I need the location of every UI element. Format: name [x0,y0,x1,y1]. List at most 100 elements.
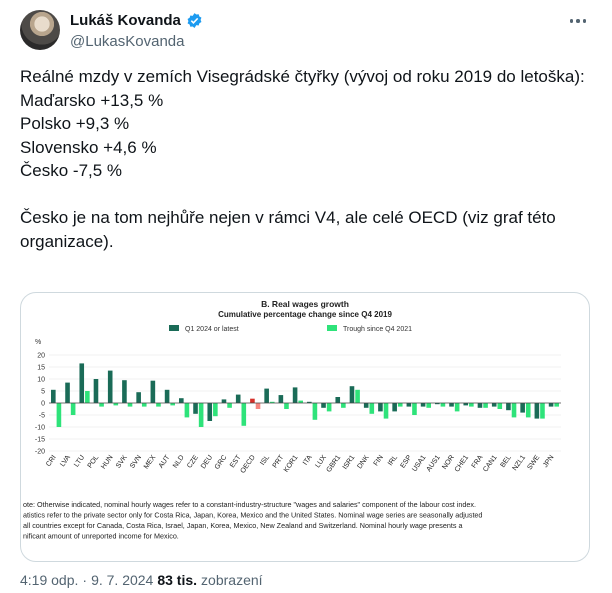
chart-note-line: nificant amount of unreported income for… [23,532,179,541]
chart-note-line: all countries except for Canada, Costa R… [23,521,462,530]
bar-oecd-trough [255,403,261,409]
x-tick-label: AUS1 [426,454,442,473]
x-tick-label: ESP [400,454,414,470]
bar-bel-trough [511,403,517,418]
x-tick-label: CZE [186,454,200,470]
bar-svn-latest [136,392,141,403]
tweet-line: Reálné mzdy v zemích Visegrádské čtyřky … [20,67,585,86]
tweet-date[interactable]: 9. 7. 2024 [91,572,154,588]
y-tick-label: -20 [35,449,45,456]
bar-pol-latest [93,379,99,403]
bar-isr1-latest [349,386,355,403]
bar-svk-trough [127,403,133,407]
bar-mex-trough [156,403,161,407]
author-handle[interactable]: @LukasKovanda [70,33,185,50]
x-tick-label: ITA [302,454,314,467]
bar-che1-trough [469,403,474,407]
tweet-line [20,183,595,207]
bar-fra-trough [483,403,488,408]
legend-swatch [327,325,337,331]
bar-gbr1-latest [335,397,341,403]
bar-aut-latest [164,389,170,403]
bar-isl-trough [269,401,275,403]
y-tick-label: 20 [37,353,45,360]
x-tick-label: SVK [115,454,129,470]
tweet-line: Maďarsko +13,5 % [20,90,164,110]
x-tick-label: MEX [143,454,158,471]
bar-aut-trough [170,403,175,406]
y-axis-label: % [35,339,41,346]
x-tick-label: AUT [158,454,172,470]
bar-deu-trough [213,403,218,417]
bar-lux-trough [326,403,332,412]
bar-ita-trough [312,403,318,420]
x-tick-label: DEU [200,454,214,470]
avatar[interactable] [20,10,60,50]
bar-svn-trough [141,403,147,407]
author-name[interactable]: Lukáš Kovanda [70,12,181,29]
bar-mex-latest [150,380,156,403]
bar-aus1-trough [440,403,446,407]
bar-swe-latest [534,403,540,419]
bar-grc-trough [227,403,232,408]
y-tick-label: 10 [37,377,45,384]
author-name-row: Lukáš Kovanda [70,12,203,29]
bar-bel-latest [506,403,511,411]
tweet-text: Reálné mzdy v zemích Visegrádské čtyřky … [20,65,595,253]
chart-note-line: ote: Otherwise indicated, nominal hourly… [23,500,476,509]
y-tick-label: 5 [41,389,45,396]
bar-usa1-trough [426,403,431,408]
bar-lva-trough [70,403,76,415]
more-options-icon[interactable] [568,11,588,31]
bar-can1-trough [497,403,503,409]
chart-subtitle: Cumulative percentage change since Q4 20… [218,310,392,319]
meta-separator: · [82,572,88,588]
x-tick-label: USA1 [411,454,427,473]
x-tick-label: LUX [314,454,328,469]
tweet-line: Česko je na tom nejhůře nejen v rámci V4… [20,208,561,251]
y-tick-label: -5 [39,413,45,420]
tweet-time[interactable]: 4:19 odp. [20,572,79,588]
x-tick-label: KOR1 [283,454,300,474]
x-tick-label: LTU [73,454,86,468]
x-tick-label: LVA [59,454,72,468]
bar-esp-latest [406,403,412,407]
bar-prt-latest [278,395,284,403]
x-tick-label: HUN [100,454,114,470]
x-tick-label: SWE [526,454,541,471]
bar-prt-trough [284,403,289,409]
views-label: zobrazení [201,572,263,588]
bar-est-trough [241,403,247,426]
chart-title: B. Real wages growth [261,299,349,309]
bar-fra-latest [477,403,483,408]
tweet-line: Polsko +9,3 % [20,114,130,133]
x-tick-label: JPN [542,454,555,469]
bar-cri-trough [56,403,62,427]
x-tick-label: ISR1 [342,454,357,471]
bar-che1-latest [463,403,469,406]
bar-dnk-latest [363,403,369,408]
bar-nzl1-trough [525,403,531,418]
bar-cze-trough [198,403,204,427]
bar-nld-latest [179,398,184,403]
x-tick-label: POL [87,454,101,470]
bar-oecd-latest [250,398,255,403]
bar-gbr1-trough [341,403,346,408]
x-tick-label: CRI [45,454,58,468]
chart-image[interactable]: B. Real wages growth Cumulative percentag… [20,292,590,562]
bar-cze-latest [193,403,198,414]
legend-label: Q1 2024 or latest [185,326,239,333]
x-tick-label: NLD [172,454,186,469]
bar-irl-trough [397,403,403,407]
bar-cri-latest [51,389,56,403]
x-tick-label: CHE1 [454,454,471,473]
x-tick-label: FIN [373,454,385,467]
bar-ltu-latest [79,363,85,403]
y-tick-label: -10 [35,425,45,432]
bar-dnk-trough [369,403,375,414]
bar-hun-latest [107,370,113,403]
bar-nor-latest [449,403,454,407]
x-tick-label: BEL [500,454,513,469]
bar-kor1-latest [292,387,298,403]
y-tick-label: -15 [35,437,45,444]
